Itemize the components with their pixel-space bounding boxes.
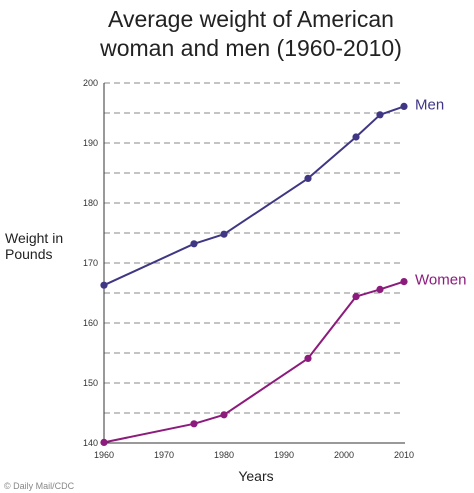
y-tick-label: 200 <box>83 78 98 88</box>
axes <box>103 83 405 444</box>
data-point-men <box>304 174 312 182</box>
data-point-men <box>400 102 408 110</box>
y-axis-label-line-2: Pounds <box>5 246 52 262</box>
x-tick-label: 1990 <box>274 450 294 460</box>
y-tick-label: 160 <box>83 318 98 328</box>
grid-lines <box>104 82 404 414</box>
data-point-women <box>190 420 198 428</box>
data-point-men <box>376 111 384 119</box>
chart-title-line-2: woman and men (1960-2010) <box>99 35 402 61</box>
data-point-women <box>352 293 360 301</box>
data-point-women <box>400 278 408 286</box>
x-tick-labels: 1960 1970 1980 1990 2000 2010 <box>94 450 414 460</box>
data-point-men <box>100 281 108 289</box>
y-axis-label-line-1: Weight in <box>5 230 63 246</box>
x-tick-label: 2000 <box>334 450 354 460</box>
x-tick-label: 1980 <box>214 450 234 460</box>
series-label-men: Men <box>415 96 444 113</box>
y-tick-label: 140 <box>83 438 98 448</box>
data-point-men <box>352 133 360 141</box>
y-tick-labels: 140 150 160 170 180 190 200 <box>83 78 98 448</box>
x-tick-label: 1970 <box>154 450 174 460</box>
data-point-men <box>220 230 228 238</box>
data-point-women <box>100 438 108 446</box>
y-tick-label: 190 <box>83 138 98 148</box>
data-point-women <box>304 354 312 362</box>
series-line-women <box>103 280 405 444</box>
x-tick-label: 2010 <box>394 450 414 460</box>
x-tick-label: 1960 <box>94 450 114 460</box>
data-point-men <box>190 240 198 248</box>
data-point-women <box>220 411 228 419</box>
chart-title-line-1: Average weight of American <box>108 6 394 32</box>
series-line-men <box>103 105 405 287</box>
series-label-women: Women <box>415 272 466 289</box>
y-tick-label: 170 <box>83 258 98 268</box>
y-tick-label: 150 <box>83 378 98 388</box>
series-group: Men Women <box>100 96 466 446</box>
y-tick-label: 180 <box>83 198 98 208</box>
credit-text: © Daily Mail/CDC <box>4 481 75 491</box>
data-point-women <box>376 285 384 293</box>
x-axis-label: Years <box>238 468 273 484</box>
